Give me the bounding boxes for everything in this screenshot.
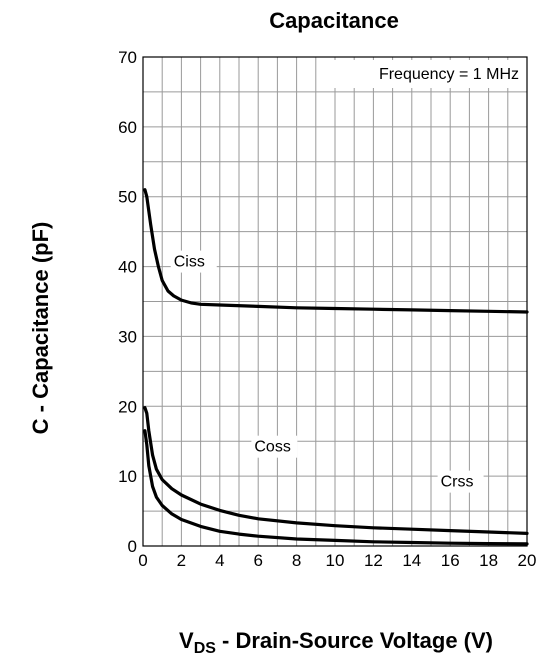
x-tick-label: 0 — [138, 551, 147, 570]
x-axis-label-main: V — [179, 628, 194, 653]
x-tick-label: 10 — [326, 551, 345, 570]
y-tick-label: 10 — [118, 467, 137, 486]
series-label-background — [170, 250, 217, 273]
x-axis-label-subscript: DS — [194, 640, 217, 657]
x-tick-label: 14 — [402, 551, 421, 570]
series-label-coss: Coss — [254, 439, 290, 456]
x-tick-label: 6 — [253, 551, 262, 570]
x-axis-label: VDS - Drain-Source Voltage (V) — [179, 628, 493, 657]
plot-area: 0 2 4 6 8 10 12 14 16 18 20 0 10 20 30 40 50 60 70 Frequenc… — [118, 48, 536, 570]
series-label-ciss: Ciss — [174, 254, 205, 271]
x-tick-label: 18 — [479, 551, 498, 570]
x-tick-label: 8 — [292, 551, 301, 570]
series-label-background — [437, 470, 484, 493]
series-line-crss — [143, 429, 529, 546]
series-label-crss: Crss — [441, 474, 474, 491]
series-label-background — [251, 435, 298, 458]
x-tick-label: 4 — [215, 551, 224, 570]
y-tick-label: 50 — [118, 188, 137, 207]
y-tick-label: 60 — [118, 118, 137, 137]
x-tick-label: 16 — [441, 551, 460, 570]
y-tick-label: 20 — [118, 397, 137, 416]
plot-frame — [142, 56, 528, 547]
x-axis-label-rest: - Drain-Source Voltage (V) — [216, 628, 493, 653]
y-tick-label: 40 — [118, 258, 137, 277]
series-line-ciss — [143, 188, 529, 314]
x-tick-label: 20 — [518, 551, 537, 570]
y-axis-label: C - Capacitance (pF) — [28, 222, 53, 435]
frequency-annotation: Frequency = 1 MHz — [379, 66, 519, 83]
annotation-background — [333, 60, 523, 88]
y-tick-label: 70 — [118, 48, 137, 67]
x-tick-label: 12 — [364, 551, 383, 570]
chart-title: Capacitance — [269, 8, 399, 33]
series-line-coss — [143, 406, 529, 535]
x-tick-label: 2 — [177, 551, 186, 570]
y-tick-label: 0 — [128, 537, 137, 556]
y-tick-label: 30 — [118, 327, 137, 346]
